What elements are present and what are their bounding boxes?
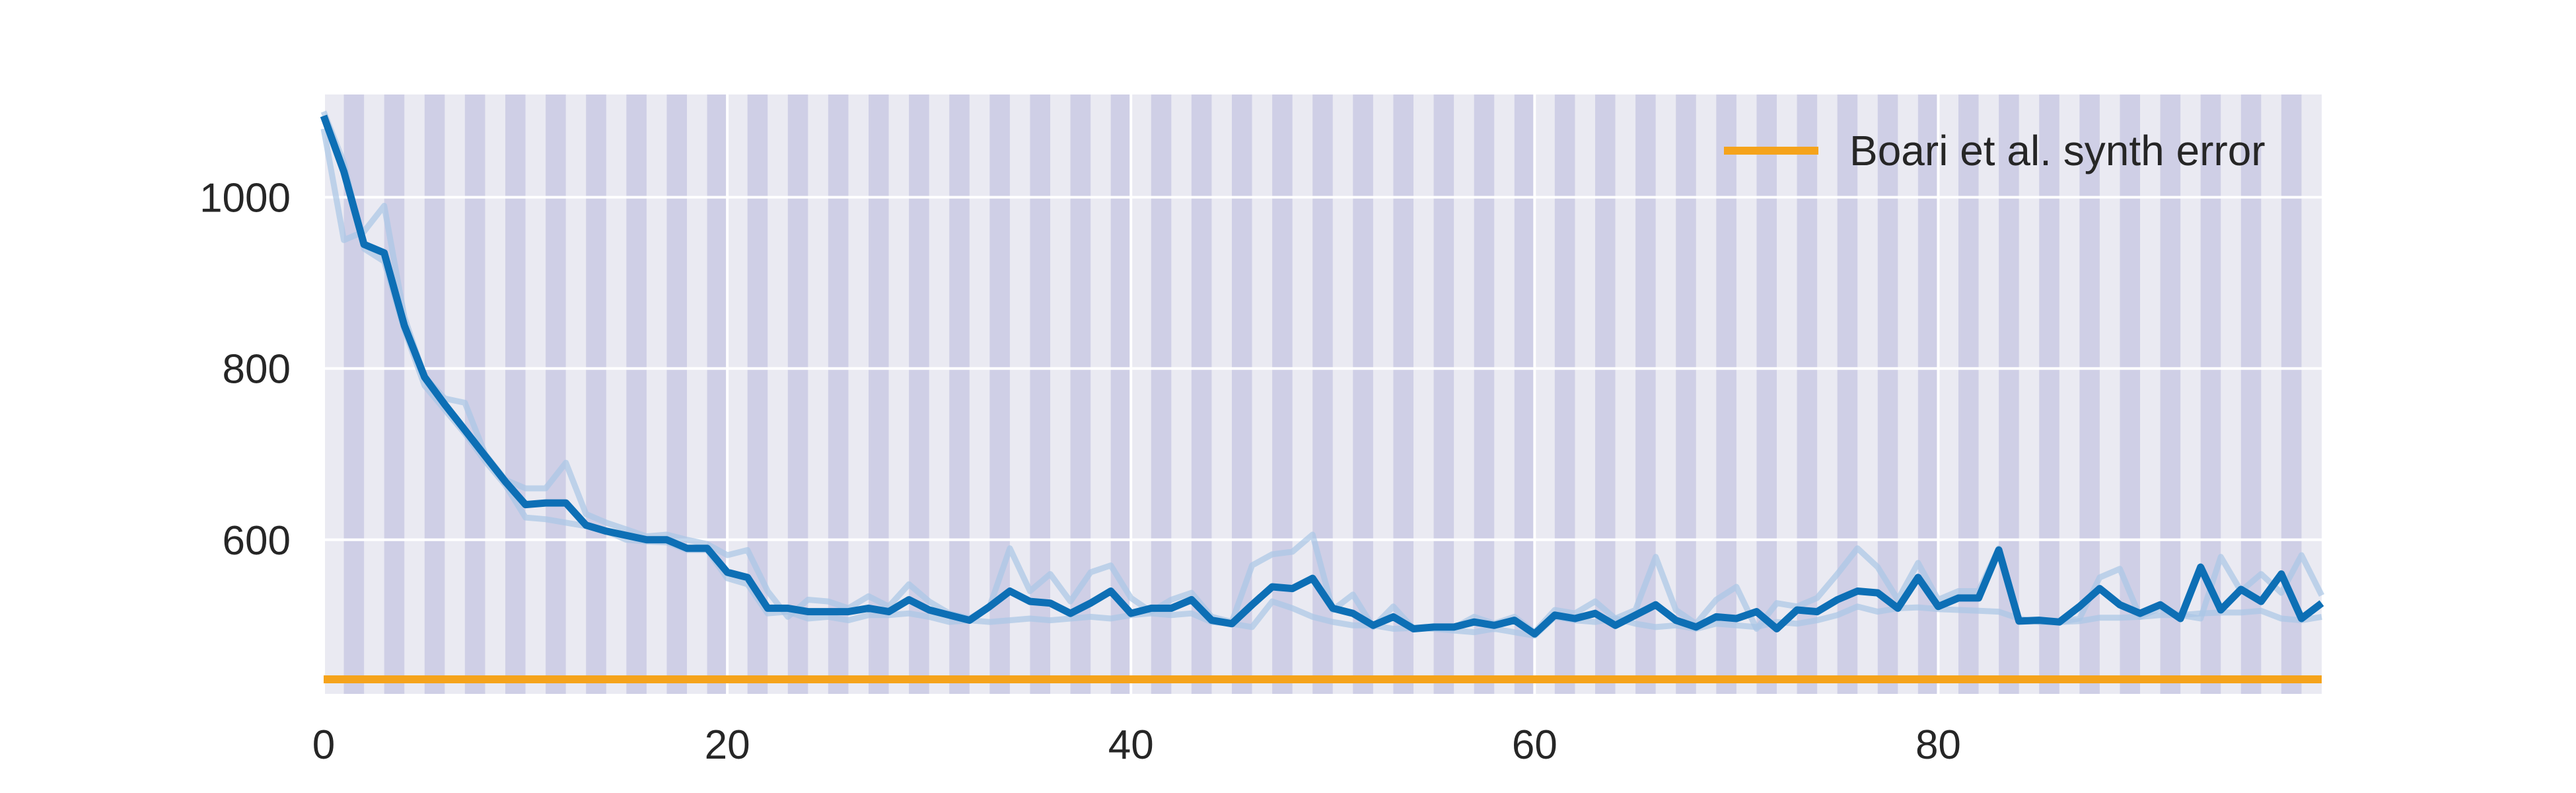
stripe [1676, 94, 1696, 694]
stripe [1393, 94, 1413, 694]
y-tick-label: 600 [223, 518, 291, 564]
y-tick-label: 800 [223, 347, 291, 393]
y-tick-label: 1000 [199, 175, 291, 221]
x-tick-label: 40 [1108, 722, 1154, 768]
stripe [464, 94, 485, 694]
stripe [1958, 94, 1979, 694]
x-tick-label: 20 [705, 722, 750, 768]
stripe [1554, 94, 1575, 694]
x-axis: 0 20 40 60 80 [312, 722, 1961, 768]
stripe [626, 94, 647, 694]
legend-label: Boari et al. synth error [1849, 127, 2266, 174]
x-tick-label: 0 [312, 722, 335, 768]
stripe [707, 94, 728, 694]
stripe [505, 94, 526, 694]
y-axis: 600 800 1000 [199, 175, 291, 563]
series-line-main-run [320, 114, 2324, 638]
stripe [1151, 94, 1172, 694]
stripe [1797, 94, 1818, 694]
stripe [1837, 94, 1858, 694]
stripe [1030, 94, 1050, 694]
stripe [546, 94, 566, 694]
stripe [2240, 94, 2262, 694]
stripe [949, 94, 970, 694]
stripe [787, 94, 808, 694]
stripe [586, 94, 606, 694]
legend: Boari et al. synth error [1724, 127, 2266, 174]
series-layer [320, 110, 2325, 683]
x-tick-label: 60 [1512, 722, 1557, 768]
stripe [1474, 94, 1495, 694]
stripe [384, 94, 405, 694]
stripe [1353, 94, 1373, 694]
stripe [1595, 94, 1616, 694]
stripe [666, 94, 687, 694]
stripe [869, 94, 889, 694]
x-tick-label: 80 [1915, 722, 1961, 768]
stripe [1716, 94, 1736, 694]
stripe [1514, 94, 1535, 694]
background-stripes [343, 94, 2302, 694]
stripe [2039, 94, 2059, 694]
stripe [1756, 94, 1777, 694]
stripe [828, 94, 849, 694]
stripe [2160, 94, 2181, 694]
stripe [1433, 94, 1454, 694]
stripe [1272, 94, 1293, 694]
